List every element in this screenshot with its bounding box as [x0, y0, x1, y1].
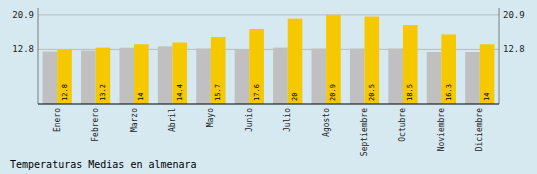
x-tick-label: Septiembre: [360, 108, 369, 156]
data-label: 14: [137, 93, 145, 101]
x-tick-label: Agosto: [322, 108, 331, 137]
bar: [288, 19, 303, 104]
bar: [158, 46, 173, 104]
bar: [196, 49, 211, 104]
data-label: 20.9: [329, 84, 337, 101]
data-label: 12.8: [61, 84, 69, 101]
bar: [43, 52, 58, 104]
bar: [465, 52, 480, 104]
y-axis-line: [38, 8, 39, 104]
data-label: 13.2: [99, 84, 107, 101]
bar: [57, 49, 72, 104]
data-label: 16.3: [445, 84, 453, 101]
y2-tick-label: 12.8: [503, 44, 525, 54]
bar: [134, 44, 149, 104]
bar: [81, 51, 96, 104]
y-tick-label: 20.9: [12, 10, 34, 20]
x-tick-label: Diciembre: [475, 108, 484, 152]
bar: [312, 49, 327, 104]
x-tick-label: Marzo: [130, 108, 139, 132]
grid-line: [38, 14, 499, 15]
x-tick-label: Junio: [245, 108, 254, 132]
data-label: 14: [483, 93, 491, 101]
x-tick-label: Mayo: [206, 108, 215, 127]
x-tick-label: Febrero: [91, 108, 100, 142]
x-tick-label: Abril: [168, 108, 177, 132]
x-tick-label: Enero: [53, 108, 62, 132]
title: Temperaturas Medias en almenara: [10, 159, 197, 170]
bar: [403, 25, 418, 104]
bar: [365, 17, 380, 104]
bar: [480, 44, 495, 104]
bar: [119, 48, 134, 104]
y-tick-label: 12.8: [12, 44, 34, 54]
bar: [96, 48, 111, 104]
bar: [326, 15, 341, 104]
x-tick-label: Octubre: [398, 108, 407, 142]
data-label: 20.5: [368, 84, 376, 101]
bar: [172, 43, 187, 104]
bars: [43, 15, 495, 104]
bar: [235, 49, 250, 104]
data-label: 20: [291, 93, 299, 101]
data-label: 18.5: [406, 84, 414, 101]
data-label: 14.4: [176, 84, 184, 101]
bar: [350, 49, 365, 104]
y2-axis-line: [499, 8, 500, 104]
y2-tick-label: 20.9: [503, 10, 525, 20]
bar: [441, 34, 456, 104]
baseline: [38, 103, 499, 104]
chart: 12.8 13.2 14 14.4 15.7 17.6 20 20.9 20.5 18.5 16.3…: [0, 0, 537, 174]
bar: [249, 29, 264, 104]
bar: [211, 37, 226, 104]
bar: [427, 52, 442, 104]
data-label: 15.7: [214, 84, 222, 101]
chart-container: 12.8 13.2 14 14.4 15.7 17.6 20 20.9 20.5 18.5 16.3…: [0, 0, 537, 174]
data-label: 17.6: [253, 84, 261, 101]
bar: [388, 49, 403, 104]
x-tick-label: Julio: [283, 108, 292, 132]
bar: [273, 48, 288, 104]
x-tick-label: Noviembre: [437, 108, 446, 152]
